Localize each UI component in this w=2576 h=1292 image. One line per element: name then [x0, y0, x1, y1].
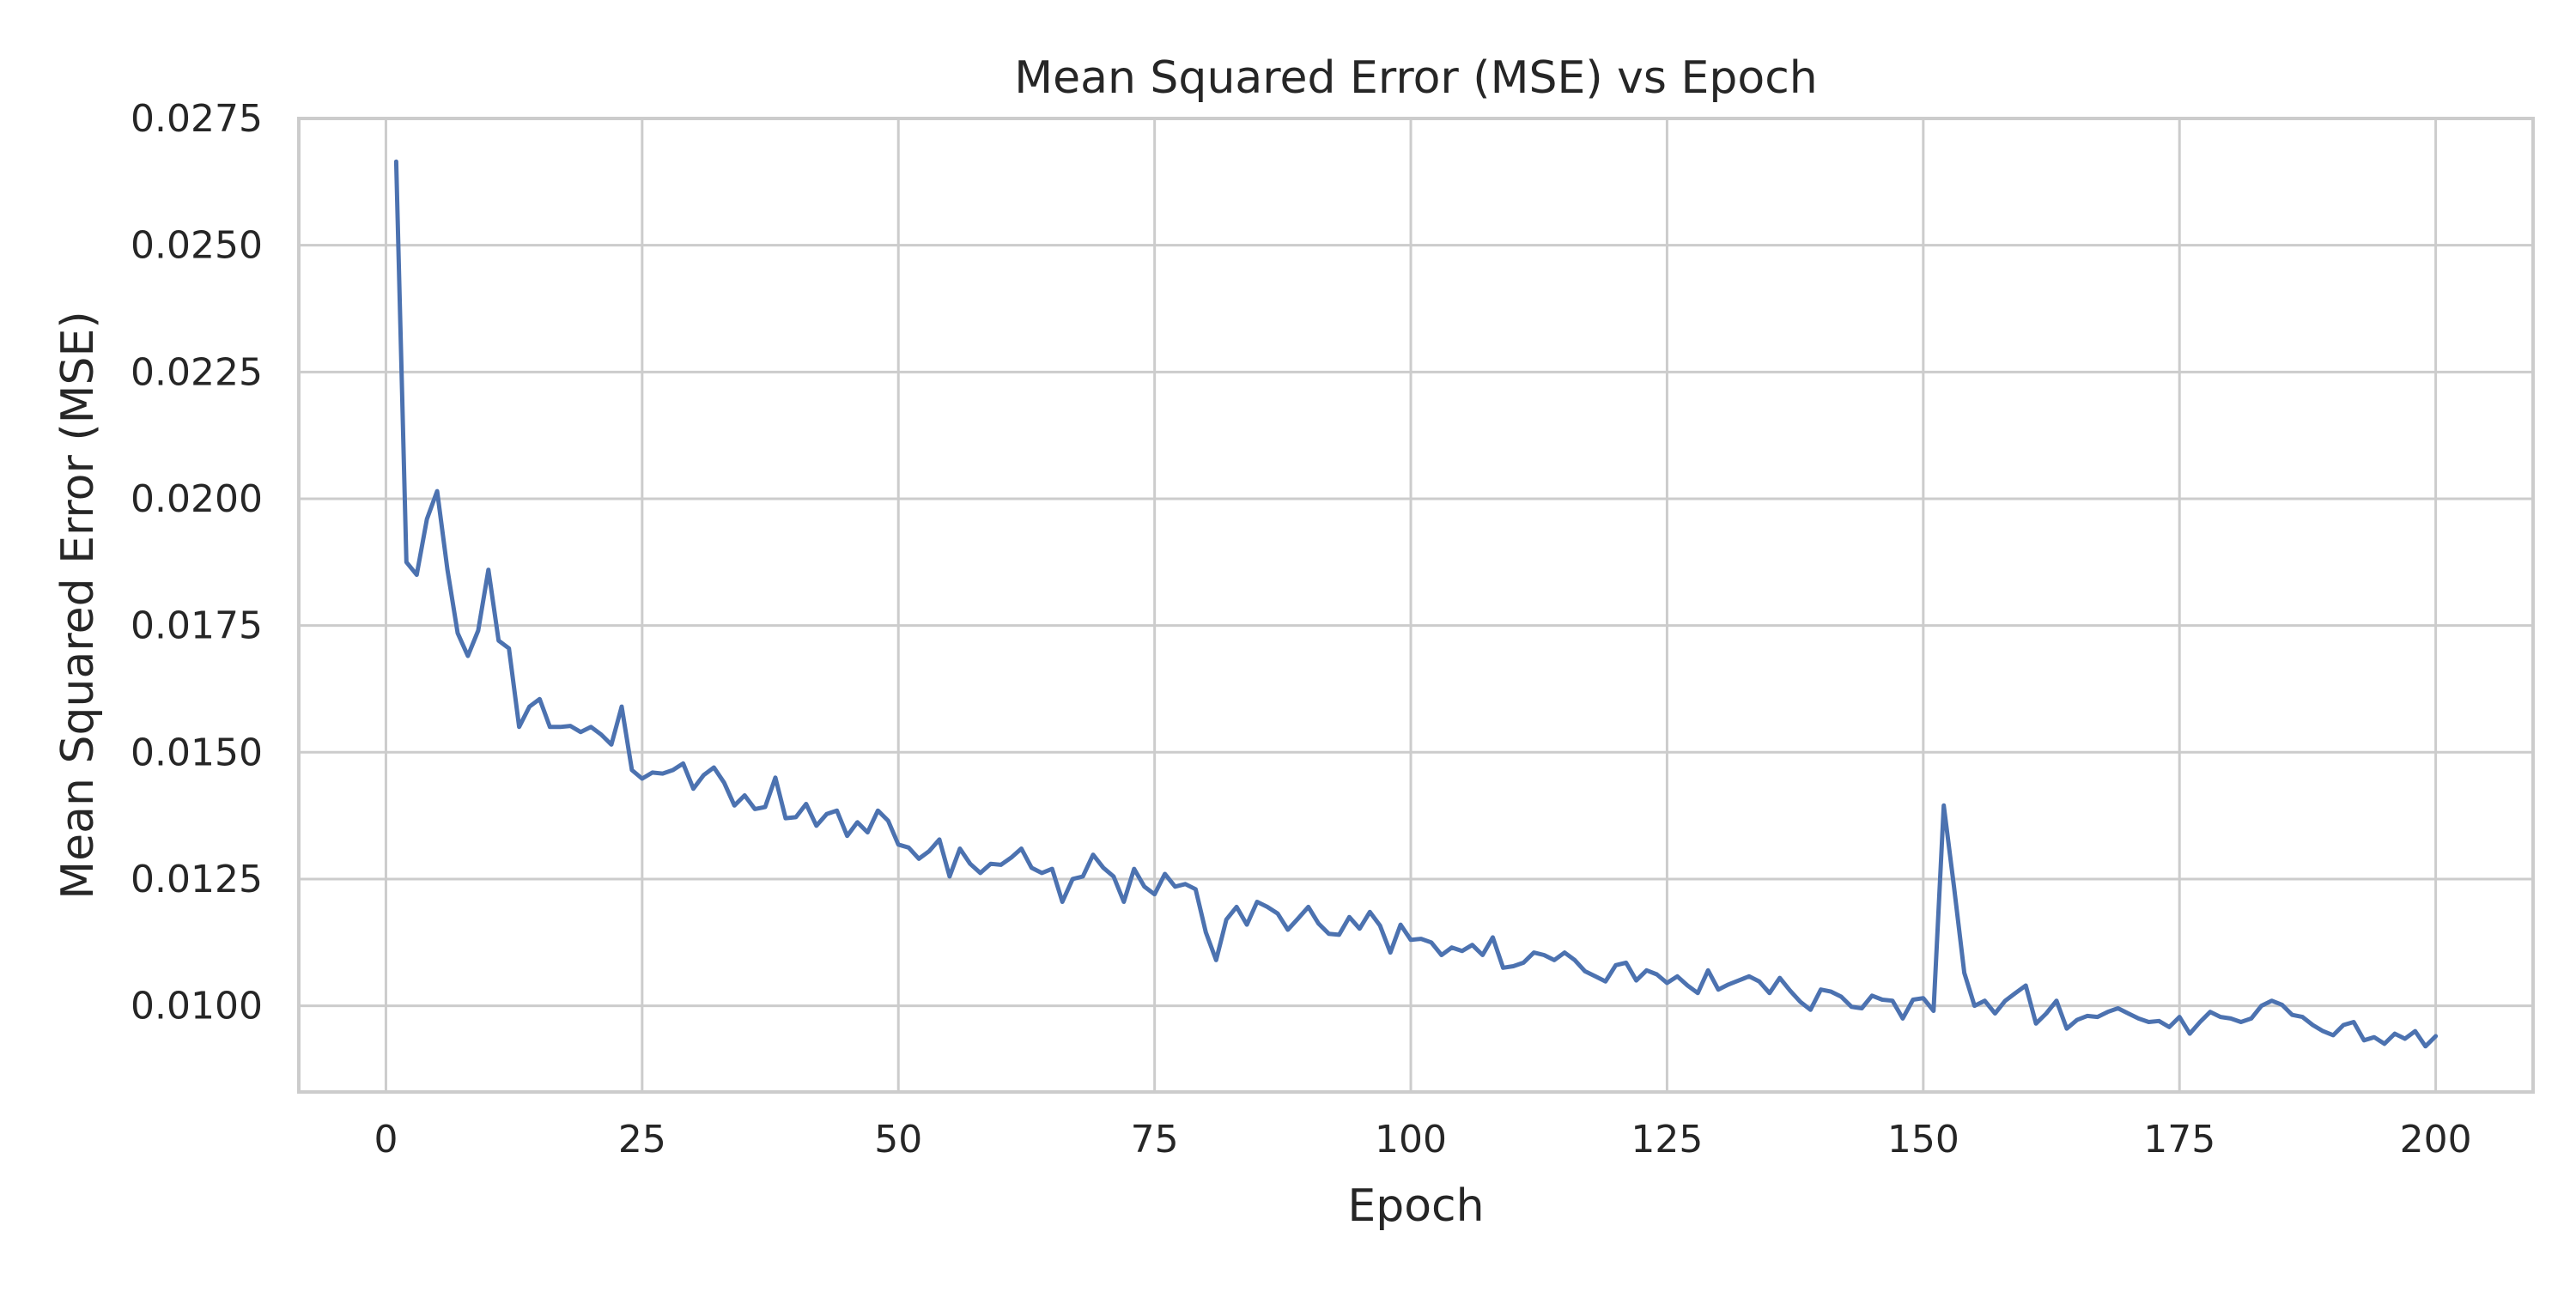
x-tick-label: 200 [2400, 1118, 2472, 1162]
x-tick-label: 175 [2143, 1118, 2215, 1162]
y-tick-label: 0.0125 [131, 858, 263, 901]
y-tick-label: 0.0225 [131, 350, 263, 394]
x-tick-label: 125 [1631, 1118, 1703, 1162]
x-tick-label: 100 [1375, 1118, 1447, 1162]
x-axis-label: Epoch [1347, 1180, 1484, 1232]
y-tick-labels: 0.0100 0.0125 0.0150 0.0175 0.0200 0.0225 0.02… [131, 97, 263, 1028]
x-tick-label: 0 [374, 1118, 398, 1162]
y-tick-label: 0.0275 [131, 97, 263, 141]
x-tick-label: 25 [618, 1118, 666, 1162]
mse-series-line [393, 159, 2439, 1049]
grid-layer [299, 117, 2533, 1092]
x-tick-label: 50 [874, 1118, 922, 1162]
x-tick-label: 75 [1131, 1118, 1179, 1162]
x-tick-label: 150 [1887, 1118, 1959, 1162]
x-tick-labels: 0 25 50 75 100 125 150 175 200 [374, 1118, 2471, 1162]
y-tick-label: 0.0150 [131, 731, 263, 774]
plot-frame [297, 117, 2535, 1094]
y-tick-label: 0.0175 [131, 604, 263, 648]
y-tick-label: 0.0250 [131, 224, 263, 268]
y-tick-label: 0.0200 [131, 477, 263, 521]
y-axis-label: Mean Squared Error (MSE) [52, 311, 104, 899]
series-layer [393, 159, 2439, 1049]
chart-title: Mean Squared Error (MSE) vs Epoch [1014, 52, 1818, 104]
y-tick-label: 0.0100 [131, 985, 263, 1028]
